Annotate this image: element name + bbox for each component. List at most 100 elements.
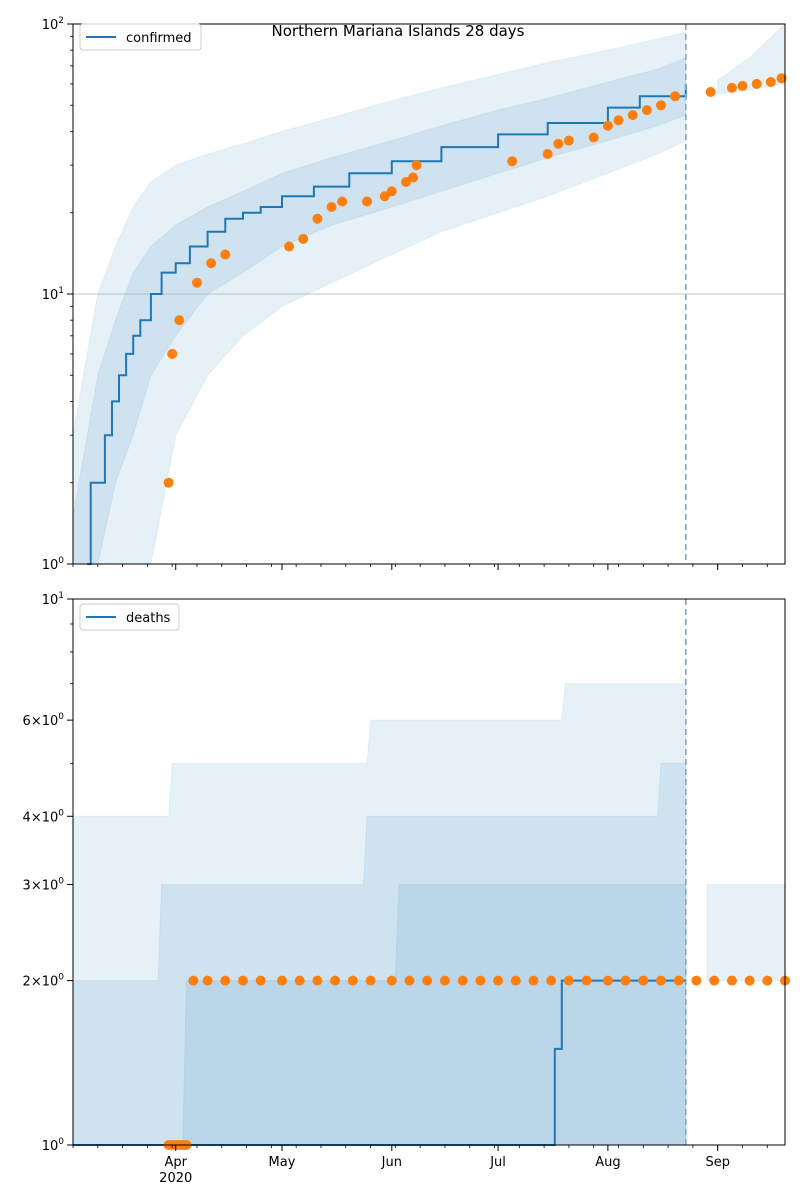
observed-point xyxy=(220,249,231,260)
observed-point xyxy=(220,975,231,986)
legend: deaths xyxy=(79,603,180,631)
y-axis: 100 101 102 xyxy=(42,16,73,573)
y-tick-exponent: 0 xyxy=(58,876,64,886)
observed-point xyxy=(726,82,737,93)
observed-point xyxy=(312,213,323,224)
observed-point xyxy=(167,348,178,359)
observed-point xyxy=(765,77,776,87)
y-tick-label: 100 xyxy=(42,556,65,573)
observed-point xyxy=(563,975,574,986)
observed-point xyxy=(277,975,287,986)
y-tick-label: 2×100 xyxy=(23,973,65,990)
model-lines xyxy=(87,83,687,565)
y-tick-exponent: 0 xyxy=(58,712,64,722)
observed-point xyxy=(691,975,702,986)
observed-point xyxy=(553,138,564,149)
x-tick-label: Jun xyxy=(381,1155,402,1170)
y-tick-label: 100 xyxy=(42,1137,65,1154)
observed-point xyxy=(255,975,266,986)
observed-point xyxy=(602,975,613,986)
y-tick-exponent: 1 xyxy=(58,286,64,296)
y-tick-label: 101 xyxy=(42,286,64,303)
observed-point xyxy=(563,135,574,146)
observed-point xyxy=(163,477,174,488)
observed-point xyxy=(528,975,539,986)
y-tick-label: 102 xyxy=(42,16,64,33)
x-tick-label: Sep xyxy=(705,1155,730,1170)
observed-point xyxy=(744,975,755,986)
observed-point xyxy=(475,975,486,986)
observed-point xyxy=(762,975,773,986)
observed-point xyxy=(192,277,202,288)
y-tick-exponent: 2 xyxy=(58,16,64,26)
observed-point xyxy=(620,975,631,986)
observed-points xyxy=(163,73,787,488)
observed-point xyxy=(751,78,762,89)
confirmed-panel: 100 101 102 Northern Mariana Islands 28 da… xyxy=(42,16,787,573)
observed-point xyxy=(457,975,468,986)
observed-point xyxy=(507,156,518,167)
observed-point xyxy=(656,100,666,111)
y-tick-label: 101 xyxy=(42,591,64,608)
y-tick-exponent: 0 xyxy=(58,973,64,983)
observed-point xyxy=(602,120,613,131)
x-axis xyxy=(72,564,768,570)
observed-point xyxy=(613,115,624,126)
observed-point xyxy=(776,73,787,84)
legend-label: confirmed xyxy=(126,31,192,46)
x-tick-label: May xyxy=(269,1155,296,1170)
observed-point xyxy=(737,80,748,91)
observed-point xyxy=(312,975,323,986)
observed-point xyxy=(404,975,415,986)
observed-point xyxy=(386,186,397,197)
observed-point xyxy=(510,975,521,986)
observed-point xyxy=(284,241,295,252)
x-tick-label: Aug xyxy=(595,1155,620,1170)
plot-frame xyxy=(72,598,786,1146)
observed-point xyxy=(362,196,372,207)
plot-area xyxy=(73,599,785,1145)
observed-point xyxy=(411,160,422,171)
model-line xyxy=(87,83,687,565)
legend: confirmed xyxy=(79,23,202,51)
observed-point xyxy=(422,975,433,986)
observed-point xyxy=(401,177,411,187)
legend-box xyxy=(79,603,180,631)
x-tick-label: Apr xyxy=(164,1155,187,1170)
observed-point xyxy=(386,975,397,986)
y-tick-exponent: 1 xyxy=(58,591,64,601)
observed-point xyxy=(638,975,649,986)
observed-point xyxy=(656,975,666,986)
observed-point xyxy=(238,975,248,986)
observed-point xyxy=(174,315,185,326)
legend-label: deaths xyxy=(126,611,171,626)
observed-point xyxy=(439,975,450,986)
observed-point xyxy=(337,196,348,207)
observed-point xyxy=(627,110,638,121)
observed-point xyxy=(188,975,199,986)
observed-point xyxy=(588,132,599,143)
y-tick-label: 6×100 xyxy=(23,712,65,729)
observed-point xyxy=(206,258,217,269)
x-year-label: 2020 xyxy=(159,1171,192,1186)
observed-point xyxy=(365,975,376,986)
y-tick-label: 4×100 xyxy=(23,808,65,825)
observed-point xyxy=(709,975,720,986)
chart-title: Northern Mariana Islands 28 days xyxy=(272,22,525,40)
y-tick-exponent: 0 xyxy=(58,1137,64,1147)
observed-point xyxy=(347,975,358,986)
observed-point xyxy=(581,975,592,986)
observed-point xyxy=(542,149,553,159)
observed-point xyxy=(326,202,337,212)
legend-box xyxy=(79,23,202,51)
observed-point xyxy=(670,91,681,102)
x-tick-label: Jul xyxy=(489,1155,506,1170)
observed-point xyxy=(408,172,419,183)
observed-point xyxy=(705,87,716,97)
y-tick-label: 3×100 xyxy=(23,876,65,893)
y-tick-exponent: 0 xyxy=(58,808,64,818)
observed-point xyxy=(726,975,737,986)
observed-point xyxy=(298,233,309,244)
